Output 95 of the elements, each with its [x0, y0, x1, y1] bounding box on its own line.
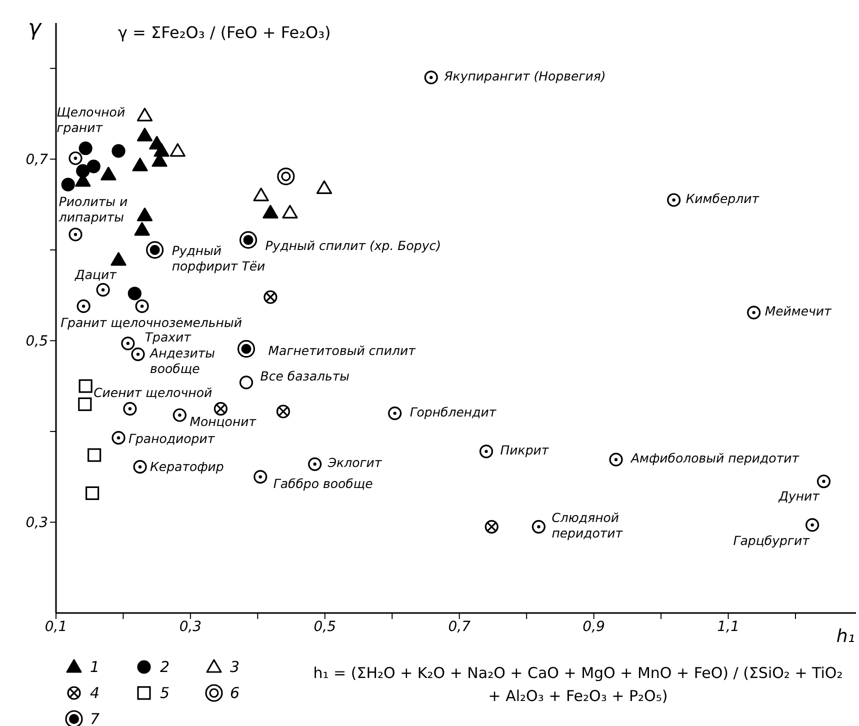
annotation: Гранит щелочноземельный	[60, 316, 242, 331]
point	[253, 188, 269, 202]
y-tick-label: 0,5	[26, 334, 48, 350]
legend-label: 5	[160, 684, 170, 702]
point	[88, 448, 102, 462]
point	[136, 128, 153, 142]
text: h₁ = (ΣH₂O + K₂O + Na₂O + CaO + MgO + MnO + FeO) / (ΣSiO₂ + TiO₂ + Al₂O₃ + Fe₂O₃ + P₂O₅)	[312, 663, 844, 706]
point	[76, 164, 90, 178]
x-tick-label: 0,3	[179, 618, 202, 635]
point	[316, 180, 332, 194]
x-tick-label: 1,1	[717, 618, 740, 635]
point	[532, 520, 546, 534]
y-axis-title: γ	[28, 16, 42, 41]
point	[172, 408, 186, 422]
y-tick-label: 0,3	[26, 515, 48, 532]
annotation: Эклогит	[326, 456, 382, 471]
point	[816, 474, 831, 488]
point	[123, 402, 137, 416]
point	[282, 204, 298, 219]
point	[86, 160, 100, 174]
point	[78, 141, 92, 156]
point	[68, 228, 82, 242]
point	[68, 151, 82, 166]
point	[110, 252, 126, 266]
point	[135, 299, 149, 313]
annotation: Рудный порфирит Тёи	[172, 243, 266, 274]
annotation: Монцонит	[190, 414, 257, 430]
legend-label: 4	[90, 684, 100, 702]
x-tick-label: 0,1	[44, 618, 68, 635]
annotation: Дунит	[778, 488, 820, 504]
x-tick-label: 0,9	[582, 618, 606, 635]
x-tick-label: 0,7	[448, 618, 471, 635]
point	[112, 144, 126, 158]
y-tick-label: 0,7	[26, 152, 48, 168]
point	[121, 336, 135, 350]
point	[170, 143, 186, 157]
legend-label: 6	[230, 684, 240, 702]
annotation: Дацит	[74, 267, 118, 282]
point	[239, 231, 258, 249]
legend-label: 1	[90, 658, 100, 676]
annotation: Магнетитовый спилит	[268, 343, 416, 358]
annotation: Щелочной гранит	[56, 105, 126, 136]
point	[132, 158, 148, 172]
annotation: Слюдяной перидотит	[552, 510, 624, 541]
point	[388, 406, 402, 420]
point	[112, 431, 126, 445]
point	[131, 348, 145, 362]
point	[100, 166, 116, 180]
point	[237, 340, 256, 358]
point	[308, 457, 322, 471]
point	[96, 283, 110, 297]
point	[154, 143, 170, 157]
annotation: Риолиты и липариты	[58, 194, 128, 225]
annotation: Пикрит	[500, 442, 550, 458]
point	[806, 518, 820, 532]
point	[146, 241, 164, 259]
annotation: Якупирангит (Норвегия)	[443, 68, 606, 84]
annotation: Андезиты вообще	[149, 346, 216, 376]
point	[747, 306, 761, 320]
x-axis-title: h₁	[836, 626, 855, 647]
annotation: Гранодиорит	[128, 431, 216, 446]
annotation: Кератофир	[150, 459, 224, 474]
annotation: Рудный спилит (хр. Борус)	[265, 238, 441, 254]
point	[424, 70, 438, 84]
annotation: Трахит	[144, 330, 192, 345]
point	[134, 222, 150, 236]
point	[128, 286, 142, 300]
annotation: Горнблендит	[410, 404, 497, 420]
point	[76, 299, 90, 313]
point	[609, 452, 623, 466]
point	[214, 402, 228, 416]
legend-label: 3	[230, 658, 240, 676]
point	[254, 470, 268, 484]
legend-label: 7	[90, 710, 100, 726]
annotation: Габбро вообще	[273, 476, 374, 492]
point	[667, 193, 681, 207]
x-tick-label: 0,5	[314, 618, 336, 635]
point	[136, 108, 153, 122]
annotation: Сиенит щелочной	[94, 386, 212, 400]
annotation: Гарцбургит	[733, 533, 810, 548]
annotation: γ = ΣFe₂O₃ / (FeO + Fe₂O₃)	[118, 23, 331, 42]
annotation: Меймечит	[764, 304, 832, 319]
legend-label: 2	[160, 658, 170, 676]
annotation: Кимберлит	[686, 191, 760, 206]
point	[136, 208, 153, 222]
annotation: Все базальты	[260, 368, 350, 384]
point	[78, 379, 92, 393]
point	[61, 178, 75, 192]
point	[133, 460, 147, 474]
point	[239, 376, 254, 390]
point	[262, 204, 278, 219]
point	[479, 444, 494, 458]
point	[78, 397, 92, 412]
point	[86, 486, 100, 500]
annotation: Амфиболовый перидотит	[630, 451, 800, 466]
